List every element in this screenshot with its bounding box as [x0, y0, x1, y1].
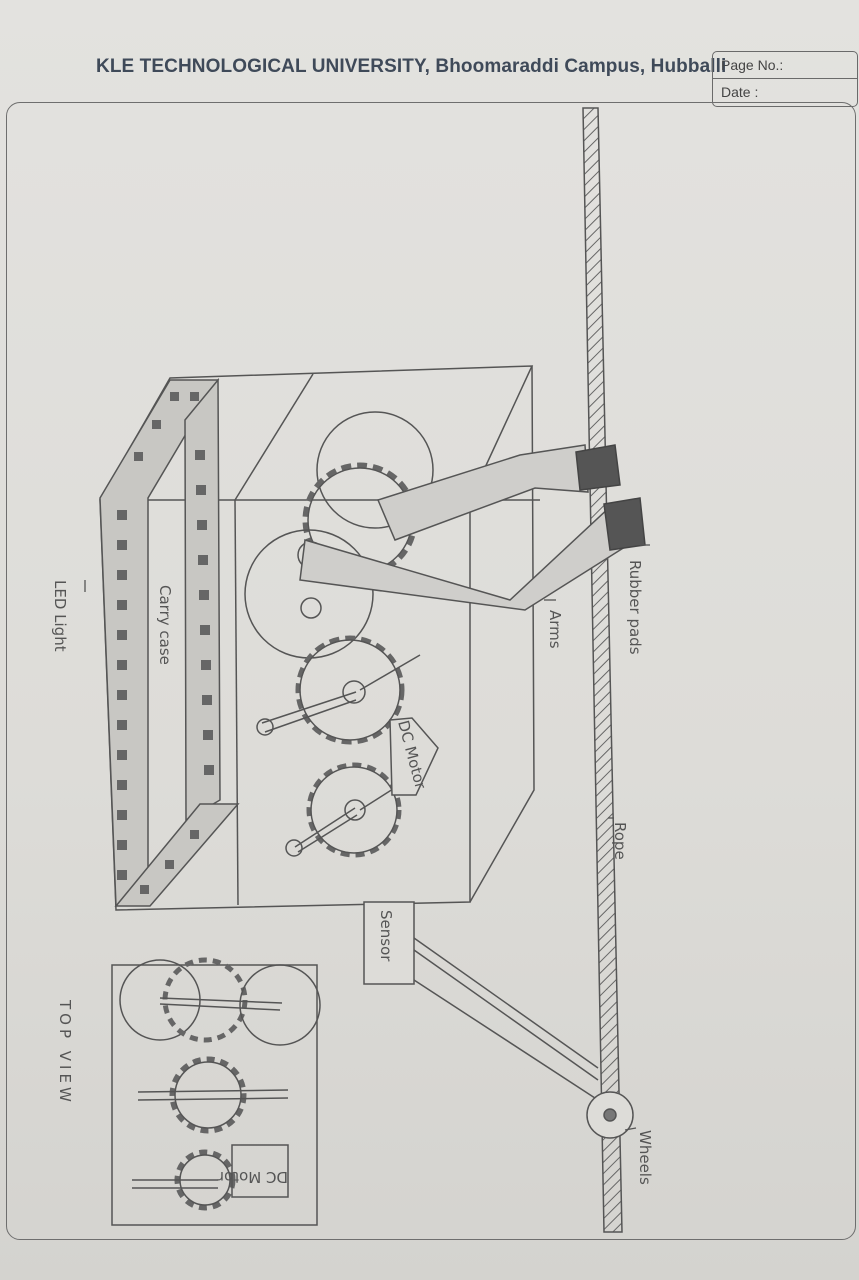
page-border — [6, 102, 856, 1240]
led-strip — [99, 377, 240, 908]
label-rubber-pads: Rubber pads — [626, 560, 644, 655]
label-sensor: Sensor — [377, 910, 395, 962]
page-no-label: Page No.: — [721, 57, 784, 73]
university-header: KLE TECHNOLOGICAL UNIVERSITY, Bhoomaradd… — [96, 56, 727, 77]
page-date-box: Page No.: Date : — [712, 51, 858, 107]
label-pointers — [84, 544, 650, 1131]
top-view-drawing — [111, 957, 321, 1226]
label-wheels: Wheels — [636, 1130, 654, 1185]
label-carry-case: Carry case — [156, 585, 174, 665]
wheel — [586, 1091, 634, 1139]
label-arms: Arms — [546, 610, 564, 649]
label-top-view: TOP VIEW — [56, 999, 74, 1106]
label-led-light: LED Light — [51, 580, 69, 652]
rope — [582, 107, 623, 1233]
sensor — [363, 901, 415, 985]
rubber-pads — [575, 444, 646, 551]
label-rope: Rope — [611, 822, 629, 860]
label-dc-motor-top: DC Motor — [217, 1168, 288, 1186]
wheel-support — [413, 937, 599, 1101]
date-label: Date : — [713, 78, 857, 105]
dc-motor-side — [389, 717, 439, 796]
